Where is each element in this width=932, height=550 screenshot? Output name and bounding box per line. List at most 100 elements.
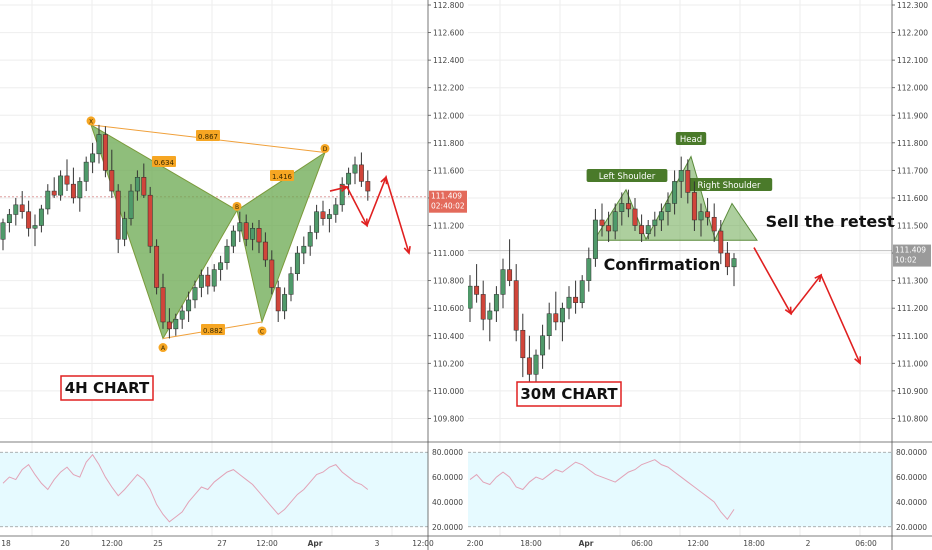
time-tick-label: 12:00 <box>101 539 123 548</box>
callout-label: Left Shoulder <box>599 172 656 182</box>
price-axis-left-bg <box>428 0 468 550</box>
candle-4h-candle <box>211 269 217 287</box>
candle-4h-candle <box>192 287 198 301</box>
price-tick-label: 110.800 <box>433 277 464 286</box>
chart-title-4h: 4H CHART <box>65 379 150 397</box>
candle-30m-candle <box>592 219 598 259</box>
ratio-box <box>270 170 294 181</box>
harmonic-triangle-bcd <box>236 151 327 324</box>
candle-4h-candle <box>358 164 364 182</box>
price-tick-label: 111.300 <box>897 277 928 286</box>
candle-30m-candle <box>711 216 717 232</box>
pattern-point-marker <box>158 343 168 353</box>
arrowhead <box>784 306 792 316</box>
price-flag-label: 111.409 <box>431 192 462 201</box>
candle-4h-candle <box>186 299 192 312</box>
arrowhead <box>339 184 349 192</box>
oscillator-tick-label: 60.0000 <box>896 473 927 482</box>
callout-box <box>586 169 668 182</box>
price-tick-label: 112.000 <box>433 111 464 120</box>
candle-30m-candle <box>632 208 638 226</box>
time-axis-bg <box>0 536 932 550</box>
candle-4h-candle <box>147 194 153 247</box>
oscillator-band <box>468 452 892 527</box>
candle-4h-candle <box>0 222 6 240</box>
price-tick-label: 110.800 <box>897 414 928 423</box>
price-tick-label: 111.600 <box>433 166 464 175</box>
price-tick-label: 112.800 <box>433 1 464 10</box>
time-tick-label: 06:00 <box>855 539 877 548</box>
candle-30m-candle <box>658 211 664 221</box>
candle-30m-candle <box>520 329 526 359</box>
candle-4h-candle <box>282 294 288 312</box>
arrowhead <box>380 175 388 185</box>
time-tick-label: 18:00 <box>743 539 765 548</box>
ratio-box <box>201 324 225 335</box>
price-tick-label: 111.800 <box>897 139 928 148</box>
candle-30m-candle <box>718 230 724 254</box>
candle-4h-candle <box>160 287 166 323</box>
candle-4h-candle <box>256 228 262 243</box>
candle-30m-candle <box>500 269 506 295</box>
price-tick-label: 111.200 <box>897 304 928 313</box>
time-tick-label: 25 <box>153 539 163 548</box>
oscillator-line-30m <box>469 459 735 521</box>
candle-4h-candle <box>45 190 51 210</box>
candle-30m-candle <box>487 310 493 320</box>
callout-box <box>675 132 707 145</box>
oscillator-tick-label: 40.0000 <box>896 498 927 507</box>
candle-30m-candle <box>493 294 499 312</box>
price-axis-right-bg <box>892 0 932 550</box>
candle-30m-candle <box>691 192 697 221</box>
candle-4h-candle <box>109 170 115 192</box>
candle-30m-candle <box>665 203 671 212</box>
price-tick-label: 112.000 <box>897 84 928 93</box>
oscillator-tick-label: 80.0000 <box>896 448 927 457</box>
price-tick-label: 111.200 <box>433 222 464 231</box>
price-flag-label: 111.409 <box>895 246 926 255</box>
candle-4h-candle <box>237 222 243 232</box>
price-tick-label: 111.500 <box>897 222 928 231</box>
candle-4h-candle <box>294 252 300 274</box>
oscillator-line-4h <box>2 453 369 523</box>
candle-4h-candle <box>154 245 160 288</box>
candle-4h-candle <box>26 211 32 229</box>
price-tick-label: 111.900 <box>897 111 928 120</box>
price-tick-label: 111.800 <box>433 139 464 148</box>
arrowhead <box>814 273 823 283</box>
candle-30m-candle <box>474 285 480 295</box>
grid-lines <box>0 0 892 536</box>
pattern-point-marker <box>320 143 330 153</box>
candle-30m-candle <box>678 170 684 182</box>
candle-30m-candle <box>645 225 651 235</box>
candle-4h-candle <box>38 208 44 226</box>
candle-4h-candle <box>224 245 230 263</box>
chart-title-30m: 30M CHART <box>520 385 618 403</box>
candle-30m-candle <box>553 313 559 323</box>
candle-4h-candle <box>51 190 57 196</box>
oscillator-tick-label: 80.0000 <box>432 448 463 457</box>
candle-4h-candle <box>250 228 256 240</box>
candle-4h-candle <box>58 175 64 196</box>
price-tick-label: 109.800 <box>433 414 464 423</box>
price-tick-label: 110.000 <box>433 387 464 396</box>
time-tick-label: Apr <box>308 539 323 548</box>
candle-4h-candle <box>96 134 102 155</box>
chart-labels: 4H CHART 30M CHART Sell the retest Confi… <box>60 212 895 407</box>
candle-30m-candle <box>513 280 519 331</box>
arrowhead <box>360 218 368 228</box>
candle-4h-candle <box>218 262 224 270</box>
time-tick-label: 18:00 <box>520 539 542 548</box>
ratio-box <box>196 130 220 141</box>
price-tick-label: 110.900 <box>897 387 928 396</box>
candle-30m-candle <box>573 296 579 303</box>
pattern-point-label: A <box>161 345 166 352</box>
candle-4h-candle <box>269 259 275 288</box>
candle-4h-candle <box>288 273 294 295</box>
candle-30m-candle <box>480 294 486 320</box>
candle-4h-candle <box>134 177 140 192</box>
candle-4h-candle <box>262 241 268 261</box>
price-tick-label: 112.200 <box>897 29 928 38</box>
projection-path <box>753 247 861 364</box>
